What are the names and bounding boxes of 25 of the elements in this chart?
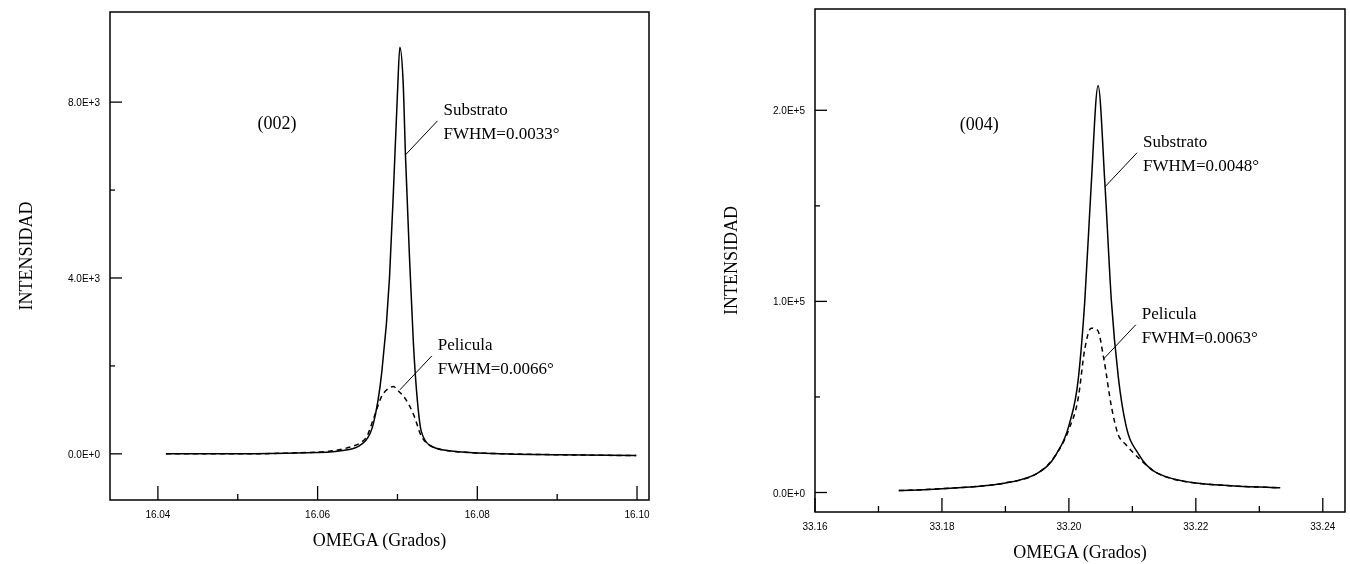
y-tick-label: 1.0E+5 [773,296,806,308]
y-tick-label: 2.0E+5 [773,105,806,117]
x-tick-label: 33.18 [929,521,955,532]
y-tick-label: 0.0E+0 [773,487,806,499]
y-tick-label: 0.0E+0 [68,448,101,460]
annotation: (002) [257,113,297,135]
x-tick-label: 33.24 [1310,521,1336,532]
annotation: Substrato FWHM=0.0048° [1143,131,1260,175]
x-axis-title: OMEGA (Grados) [312,530,447,551]
x-tick-label: 16.08 [464,509,491,520]
x-tick-label: 16.06 [305,509,331,520]
y-axis-title: INTENSIDAD [16,201,36,311]
y-tick-label: 4.0E+3 [68,272,101,284]
annotation: Pelicula FWHM=0.0063° [1141,303,1258,347]
x-tick-label: 16.10 [624,509,650,520]
x-tick-label: 16.04 [145,509,171,520]
y-axis-title: INTENSIDAD [721,206,741,315]
y-tick-label: 8.0E+3 [68,97,101,109]
x-tick-label: 33.20 [1056,521,1082,532]
annotation: (004) [959,113,999,135]
annotation: Pelicula FWHM=0.0066° [437,334,554,378]
x-tick-label: 33.16 [802,521,828,532]
x-tick-label: 33.22 [1183,521,1209,532]
annotation: Substrato FWHM=0.0033° [443,99,560,143]
x-axis-title: OMEGA (Grados) [1013,542,1147,563]
